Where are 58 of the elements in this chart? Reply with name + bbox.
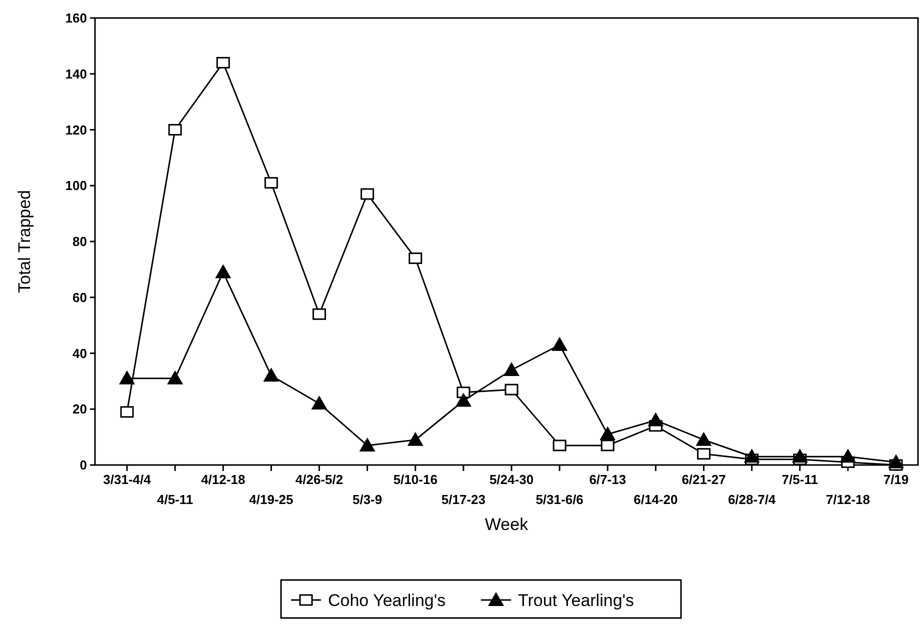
point [600, 426, 616, 440]
point [504, 384, 518, 396]
legend-label: Trout Yearling's [518, 590, 634, 610]
point [119, 370, 135, 384]
x-tick-label: 6/28-7/4 [728, 492, 776, 507]
point [504, 362, 520, 376]
y-tick-label: 20 [72, 402, 87, 417]
y-tick-label: 60 [72, 290, 87, 305]
point [215, 264, 232, 278]
x-tick-label: 5/10-16 [393, 472, 438, 487]
point [168, 124, 182, 136]
x-tick-label: 7/12-18 [826, 492, 870, 507]
y-tick-label: 140 [65, 66, 87, 82]
point [408, 252, 422, 264]
x-tick-label: 4/12-18 [201, 472, 246, 487]
point [552, 440, 566, 452]
point [360, 188, 374, 200]
point [407, 432, 424, 446]
x-tick-label: 7/19 [883, 472, 909, 487]
legend-label: Coho Yearling's [328, 590, 446, 610]
point [455, 392, 472, 407]
x-tick-label: 4/19-25 [249, 492, 294, 507]
point [648, 412, 664, 426]
point [120, 406, 134, 418]
y-tick-label: 120 [65, 122, 87, 138]
x-tick-label: 6/14-20 [634, 492, 678, 507]
point [840, 448, 856, 463]
point [552, 336, 568, 351]
y-tick-label: 80 [72, 234, 87, 250]
x-axis-title: Week [484, 515, 529, 534]
point [311, 396, 328, 410]
point [744, 448, 760, 463]
point [888, 454, 904, 468]
point [359, 437, 376, 452]
x-tick-label: 4/5-11 [156, 492, 194, 507]
point [167, 370, 184, 384]
x-tick-label: 5/24-30 [489, 472, 534, 487]
y-tick-label: 40 [72, 346, 87, 361]
x-tick-label: 3/31-4/4 [103, 472, 152, 487]
x-tick-label: 6/7-13 [589, 472, 626, 487]
point [600, 440, 614, 452]
y-tick-label: 160 [65, 10, 87, 26]
x-tick-label: 5/17-23 [441, 492, 486, 507]
point [792, 448, 808, 463]
point [697, 448, 710, 460]
y-axis-title: Total Trapped [15, 190, 34, 294]
point [696, 432, 712, 446]
x-tick-label: 5/31-6/6 [536, 492, 584, 507]
point [216, 56, 230, 68]
x-tick-label: 5/3-9 [352, 492, 382, 507]
point [312, 308, 326, 320]
point [263, 368, 280, 382]
y-tick-label: 0 [80, 458, 87, 473]
y-tick-label: 100 [65, 178, 87, 194]
point [264, 177, 278, 189]
x-tick-label: 4/26-5/2 [295, 472, 344, 487]
x-tick-label: 6/21-27 [682, 472, 726, 487]
x-tick-label: 7/5-11 [782, 472, 818, 487]
